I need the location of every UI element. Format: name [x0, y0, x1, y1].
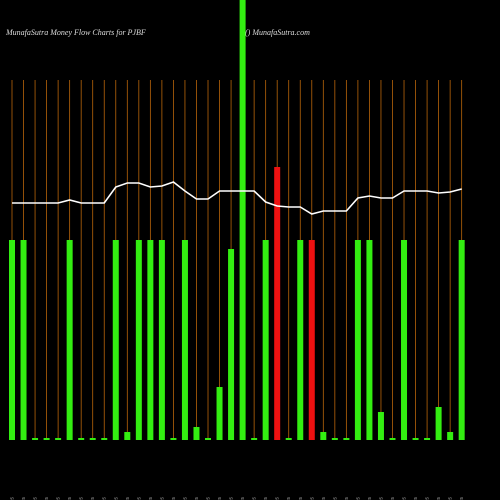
x-tick-label: 05 Jun 2025 [44, 497, 49, 500]
x-tick-label: 11 Jul 2025 [344, 497, 349, 500]
bar [354, 240, 361, 440]
bar [297, 240, 304, 440]
bar [20, 240, 27, 440]
bar [424, 438, 431, 440]
bar [32, 438, 39, 440]
bar [447, 432, 454, 440]
x-tick-label: 14 Jul 2025 [355, 497, 360, 500]
bar [320, 432, 327, 440]
bar [170, 438, 177, 440]
bar [262, 240, 269, 440]
x-tick-label: 10 Jun 2025 [79, 497, 84, 500]
bar [147, 240, 154, 440]
x-tick-label: 21 Jul 2025 [413, 497, 418, 500]
x-tick-label: 10 Jul 2025 [332, 497, 337, 500]
x-tick-label: 03 Jul 2025 [275, 497, 280, 500]
bar [274, 167, 281, 440]
bar [389, 438, 396, 440]
x-tick-label: 20 Jun 2025 [171, 497, 176, 500]
x-tick-label: 15 Jul 2025 [367, 497, 372, 500]
bar [458, 240, 465, 440]
x-tick-label: 11 Jun 2025 [90, 497, 95, 500]
bar [135, 240, 142, 440]
x-tick-label: 18 Jun 2025 [148, 497, 153, 500]
bar [78, 438, 85, 440]
bar [216, 387, 223, 440]
bar [401, 240, 408, 440]
x-tick-label: 02 Jul 2025 [263, 497, 268, 500]
bar [228, 249, 235, 440]
bar [239, 0, 246, 440]
bar [366, 240, 373, 440]
x-tick-label: 06 Jun 2025 [56, 497, 61, 500]
bar [89, 438, 96, 440]
money-flow-line [12, 181, 462, 215]
bar [377, 412, 384, 440]
x-tick-label: 17 Jun 2025 [136, 497, 141, 500]
chart-title: MunafaSutra Money Flow Charts for PJBF [5, 28, 146, 37]
x-tick-label: 18 Jul 2025 [402, 497, 407, 500]
bar [205, 438, 212, 440]
chart-subtitle: () MunafaSutra.com [245, 28, 310, 37]
x-tick-label: 23 Jul 2025 [436, 497, 441, 500]
x-tick-label: 09 Jun 2025 [67, 497, 72, 500]
x-tick-label: 23 Jun 2025 [182, 497, 187, 500]
x-tick-label: 24 Jun 2025 [194, 497, 199, 500]
bar [193, 427, 200, 440]
bar [251, 438, 258, 440]
bar [124, 432, 131, 440]
bar [331, 438, 338, 440]
x-tick-label: 16 Jun 2025 [125, 497, 130, 500]
x-tick-label: 19 Jun 2025 [159, 497, 164, 500]
x-tick-label: 04 Jul 2025 [286, 497, 291, 500]
x-tick-label: 26 Jun 2025 [217, 497, 222, 500]
x-tick-label: 09 Jul 2025 [321, 497, 326, 500]
x-tick-label: 12 Jun 2025 [102, 497, 107, 500]
bar [9, 240, 15, 440]
bar [285, 438, 292, 440]
x-tick-label: 01 Jul 2025 [252, 497, 257, 500]
bar [55, 438, 62, 440]
x-tick-label: 04 Jun 2025 [33, 497, 38, 500]
bar [412, 438, 419, 440]
bar [158, 240, 165, 440]
x-tick-label: 27 Jun 2025 [229, 497, 234, 500]
bar [112, 240, 119, 440]
x-tick-label: 07 Jul 2025 [298, 497, 303, 500]
bar [43, 438, 50, 440]
x-tick-label: 25 Jul 2025 [459, 497, 464, 500]
bar [435, 407, 442, 440]
x-tick-label: 03 Jun 2025 [21, 497, 26, 500]
bar [308, 240, 315, 440]
x-tick-label: 16 Jul 2025 [378, 497, 383, 500]
x-tick-label: 02 Jun 2025 [10, 497, 15, 500]
x-tick-label: 08 Jul 2025 [309, 497, 314, 500]
bar [343, 438, 350, 440]
x-tick-label: 22 Jul 2025 [425, 497, 430, 500]
x-tick-label: 24 Jul 2025 [448, 497, 453, 500]
x-tick-label: 30 Jun 2025 [240, 497, 245, 500]
bar [66, 240, 73, 440]
x-tick-label: 25 Jun 2025 [206, 497, 211, 500]
bar [101, 438, 108, 440]
x-tick-label: 17 Jul 2025 [390, 497, 395, 500]
bar [181, 240, 188, 440]
x-tick-label: 13 Jun 2025 [113, 497, 118, 500]
